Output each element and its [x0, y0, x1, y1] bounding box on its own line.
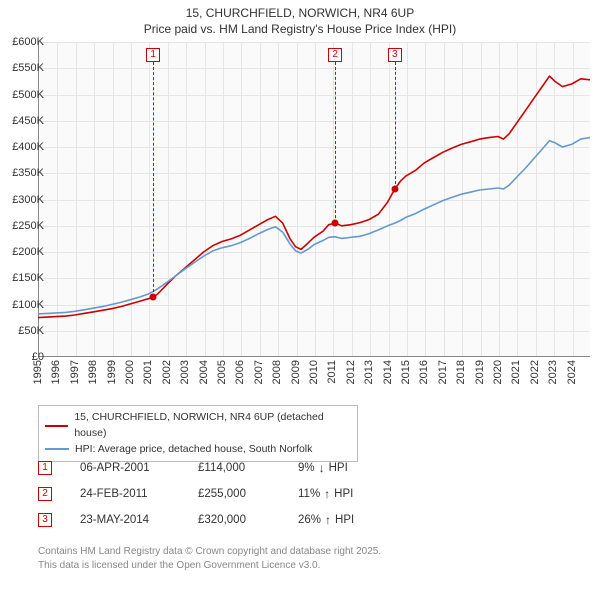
x-tick-label: 2001 — [142, 360, 154, 384]
sales-table: 1 06-APR-2001£114,0009% ↓ HPI 2 24-FEB-2011£2… — [38, 455, 448, 533]
sales-delta-vs: HPI — [335, 514, 354, 526]
marker-dot — [391, 186, 398, 193]
marker-line — [395, 62, 396, 189]
y-tick-label: £550K — [4, 62, 44, 74]
y-tick-label: £100K — [4, 299, 44, 311]
x-tick-label: 2019 — [474, 360, 486, 384]
sales-delta-pct: 11% — [298, 488, 320, 500]
x-tick-label: 1997 — [69, 360, 81, 384]
title-line-2: Price paid vs. HM Land Registry's House … — [0, 22, 600, 38]
sales-price: £114,000 — [198, 462, 298, 474]
marker-box: 2 — [328, 48, 342, 62]
arrow-down-icon: ↓ — [319, 461, 325, 475]
marker-line — [153, 62, 154, 297]
x-tick-label: 2024 — [566, 360, 578, 384]
y-tick-label: £450K — [4, 115, 44, 127]
y-tick-label: £600K — [4, 36, 44, 48]
x-tick-label: 2013 — [363, 360, 375, 384]
marker-dot — [332, 220, 339, 227]
x-tick-label: 2011 — [326, 360, 338, 384]
y-tick-label: £300K — [4, 194, 44, 206]
marker-line — [335, 62, 336, 223]
title-block: 15, CHURCHFIELD, NORWICH, NR4 6UP Price … — [0, 0, 600, 39]
sales-row: 2 24-FEB-2011£255,00011% ↑ HPI — [38, 481, 448, 507]
x-tick-label: 2002 — [161, 360, 173, 384]
x-tick-label: 2017 — [437, 360, 449, 384]
x-tick-label: 2015 — [400, 360, 412, 384]
sales-marker-box: 1 — [38, 461, 52, 475]
arrow-up-icon: ↑ — [324, 487, 330, 501]
sales-marker-box: 3 — [38, 513, 52, 527]
x-tick-label: 2006 — [234, 360, 246, 384]
sales-delta-vs: HPI — [334, 488, 353, 500]
sales-date: 06-APR-2001 — [80, 462, 198, 474]
legend-swatch-2 — [45, 448, 69, 450]
title-line-1: 15, CHURCHFIELD, NORWICH, NR4 6UP — [0, 6, 600, 22]
chart-area: 1 2 3 — [38, 42, 590, 357]
sales-delta-pct: 9% — [298, 462, 315, 474]
marker-dot — [150, 294, 157, 301]
sales-delta: 26% ↑ HPI — [298, 513, 418, 527]
y-tick-label: £250K — [4, 220, 44, 232]
series-line-hpi — [38, 138, 590, 314]
footer-line-1: Contains HM Land Registry data © Crown c… — [38, 545, 590, 559]
x-tick-label: 2016 — [418, 360, 430, 384]
legend-row: 15, CHURCHFIELD, NORWICH, NR4 6UP (detac… — [45, 410, 351, 442]
chart-container: 15, CHURCHFIELD, NORWICH, NR4 6UP Price … — [0, 0, 600, 590]
sales-date: 23-MAY-2014 — [80, 514, 198, 526]
x-tick-label: 2000 — [124, 360, 136, 384]
x-tick-label: 1999 — [106, 360, 118, 384]
footer-line-2: This data is licensed under the Open Gov… — [38, 559, 590, 573]
sales-delta: 11% ↑ HPI — [298, 487, 418, 501]
y-tick-label: £200K — [4, 246, 44, 258]
y-tick-label: £400K — [4, 141, 44, 153]
sales-price: £255,000 — [198, 488, 298, 500]
sales-delta: 9% ↓ HPI — [298, 461, 418, 475]
sales-price: £320,000 — [198, 514, 298, 526]
arrow-up-icon: ↑ — [325, 513, 331, 527]
sales-date: 24-FEB-2011 — [80, 488, 198, 500]
y-tick-label: £500K — [4, 89, 44, 101]
x-tick-label: 2012 — [345, 360, 357, 384]
y-tick-label: £350K — [4, 167, 44, 179]
sales-marker-box: 2 — [38, 487, 52, 501]
x-tick-label: 2014 — [382, 360, 394, 384]
x-tick-label: 1995 — [32, 360, 44, 384]
marker-box: 1 — [146, 48, 160, 62]
x-tick-label: 2007 — [253, 360, 265, 384]
x-tick-label: 2008 — [271, 360, 283, 384]
legend-swatch-1 — [45, 425, 68, 427]
x-tick-label: 2021 — [510, 360, 522, 384]
series-svg — [38, 42, 590, 357]
footer: Contains HM Land Registry data © Crown c… — [38, 545, 590, 572]
x-tick-label: 2005 — [216, 360, 228, 384]
legend-label-1: 15, CHURCHFIELD, NORWICH, NR4 6UP (detac… — [74, 410, 351, 442]
sales-delta-pct: 26% — [298, 514, 321, 526]
x-tick-label: 2020 — [492, 360, 504, 384]
sales-delta-vs: HPI — [329, 462, 348, 474]
x-tick-label: 2009 — [290, 360, 302, 384]
sales-row: 1 06-APR-2001£114,0009% ↓ HPI — [38, 455, 448, 481]
x-tick-label: 2003 — [179, 360, 191, 384]
x-tick-label: 2004 — [198, 360, 210, 384]
y-tick-label: £150K — [4, 272, 44, 284]
series-line-price_paid — [38, 76, 590, 318]
x-tick-label: 1998 — [87, 360, 99, 384]
y-tick-label: £50K — [4, 325, 44, 337]
x-tick-label: 2010 — [308, 360, 320, 384]
legend-box: 15, CHURCHFIELD, NORWICH, NR4 6UP (detac… — [38, 405, 358, 462]
marker-box: 3 — [388, 48, 402, 62]
x-tick-label: 2023 — [547, 360, 559, 384]
x-tick-label: 2018 — [455, 360, 467, 384]
x-tick-label: 2022 — [529, 360, 541, 384]
sales-row: 3 23-MAY-2014£320,00026% ↑ HPI — [38, 507, 448, 533]
x-tick-label: 1996 — [50, 360, 62, 384]
